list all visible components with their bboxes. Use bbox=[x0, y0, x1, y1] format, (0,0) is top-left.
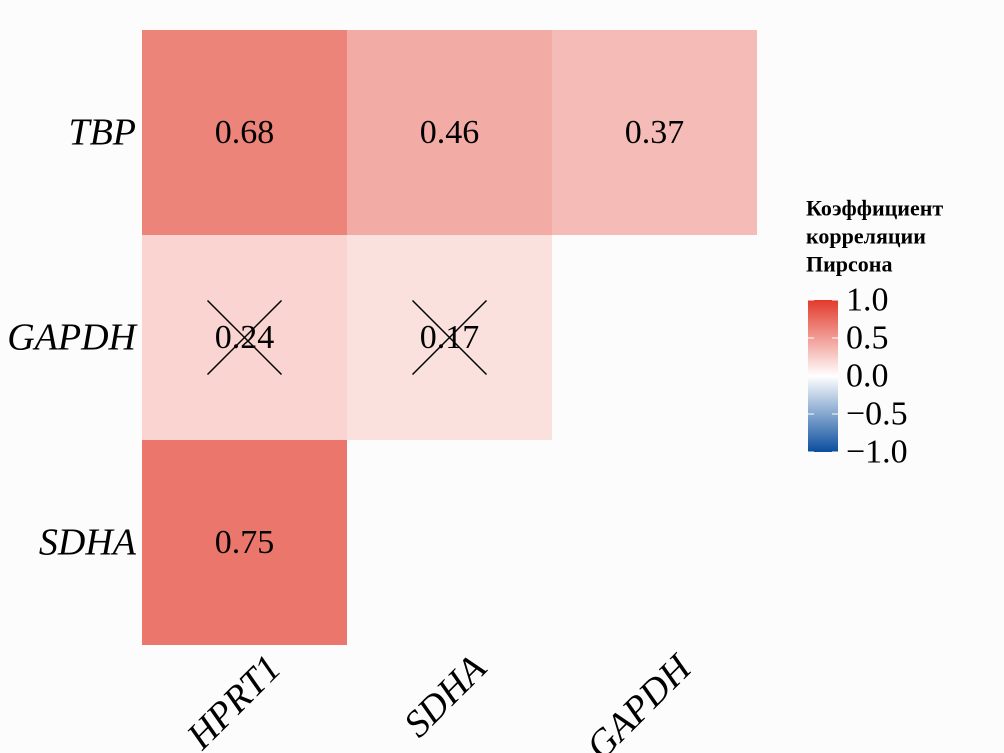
colorbar-label: 0.0 bbox=[846, 358, 889, 395]
x-tick-label: HPRT1 bbox=[178, 647, 289, 753]
cell bbox=[142, 30, 347, 235]
cell-label: 0.68 bbox=[215, 114, 275, 151]
cross bbox=[411, 299, 488, 376]
cell bbox=[552, 30, 757, 235]
cell-label: 0.75 bbox=[215, 524, 275, 561]
colorbar-label: 1.0 bbox=[846, 282, 889, 319]
cell-label: 0.46 bbox=[420, 114, 480, 151]
y-tick-label: TBP bbox=[68, 112, 136, 154]
cell bbox=[347, 30, 552, 235]
colorbar-label: −1.0 bbox=[846, 434, 908, 471]
x-tick-label: SDHA bbox=[396, 647, 495, 746]
cross bbox=[206, 299, 283, 376]
colorbar-label: 0.5 bbox=[846, 320, 889, 357]
legend-title: корреляции bbox=[806, 224, 926, 249]
legend-title: Коэффициент bbox=[806, 196, 943, 221]
x-tick-label: GAPDH bbox=[579, 645, 702, 753]
legend-title: Пирсона bbox=[806, 252, 892, 277]
cell-label: 0.37 bbox=[625, 114, 685, 151]
y-tick-label: GAPDH bbox=[7, 317, 138, 359]
colorbar-label: −0.5 bbox=[846, 396, 908, 433]
y-tick-label: SDHA bbox=[39, 522, 137, 564]
cell bbox=[142, 440, 347, 645]
